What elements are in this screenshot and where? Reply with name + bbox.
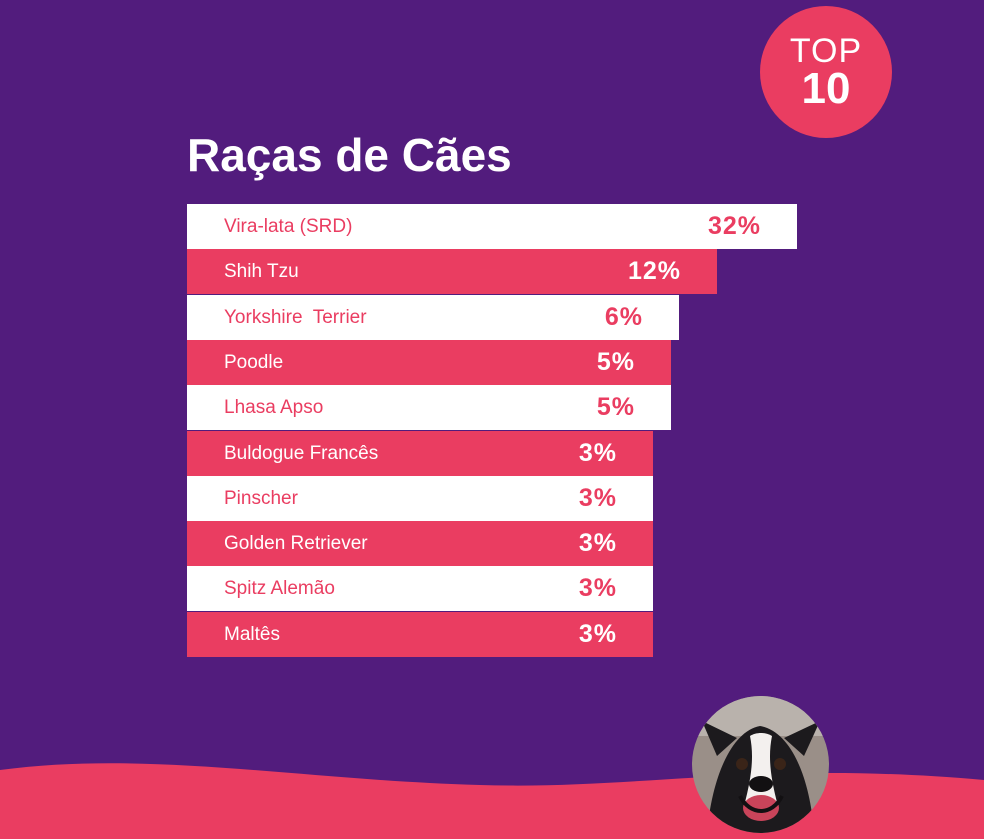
bar-value-label: 3% xyxy=(578,483,617,512)
bar-5: Buldogue Francês 3% xyxy=(187,430,653,476)
bar-value-label: 32% xyxy=(707,212,761,240)
bar-6: Pinscher 3% xyxy=(187,475,653,521)
dog-photo-icon xyxy=(692,696,829,833)
bar-2: Yorkshire Terrier 6% xyxy=(187,294,679,340)
bar-label: Vira-lata (SRD) xyxy=(224,216,353,237)
bar-label: Shih Tzu xyxy=(224,261,299,283)
bar-label: Maltês xyxy=(224,623,280,645)
badge-top-text: TOP xyxy=(789,32,863,70)
bar-0: Vira-lata (SRD) 32% xyxy=(187,204,797,249)
bar-8: Spitz Alemão 3% xyxy=(187,566,653,612)
bar-label: Poodle xyxy=(224,351,284,373)
bar-value-label: 3% xyxy=(578,574,617,603)
top10-badge: TOP 10 xyxy=(760,6,892,138)
badge-number: 10 xyxy=(801,64,851,113)
chart-title: Raças de Cães xyxy=(187,129,512,181)
bar-1: Shih Tzu 12% xyxy=(187,249,717,295)
bar-9: Maltês 3% xyxy=(187,611,653,657)
bar-value-label: 5% xyxy=(596,347,635,376)
bar-label: Yorkshire Terrier xyxy=(224,306,367,328)
bar-value-label: 5% xyxy=(596,393,635,422)
bar-value-label: 6% xyxy=(604,302,643,331)
bar-label: Pinscher xyxy=(224,487,298,509)
bar-value-label: 3% xyxy=(578,529,617,558)
bar-value-label: 3% xyxy=(578,438,617,467)
bar-4: Lhasa Apso 5% xyxy=(187,385,671,431)
bar-label: Spitz Alemão xyxy=(224,578,335,600)
bar-value-label: 3% xyxy=(578,619,617,648)
bar-value-label: 12% xyxy=(627,257,681,286)
bar-7: Golden Retriever 3% xyxy=(187,521,653,567)
bar-3: Poodle 5% xyxy=(187,339,671,385)
bar-label: Buldogue Francês xyxy=(224,442,379,464)
bar-label: Lhasa Apso xyxy=(224,397,324,419)
wave-decoration xyxy=(0,763,984,839)
bar-label: Golden Retriever xyxy=(224,533,368,555)
